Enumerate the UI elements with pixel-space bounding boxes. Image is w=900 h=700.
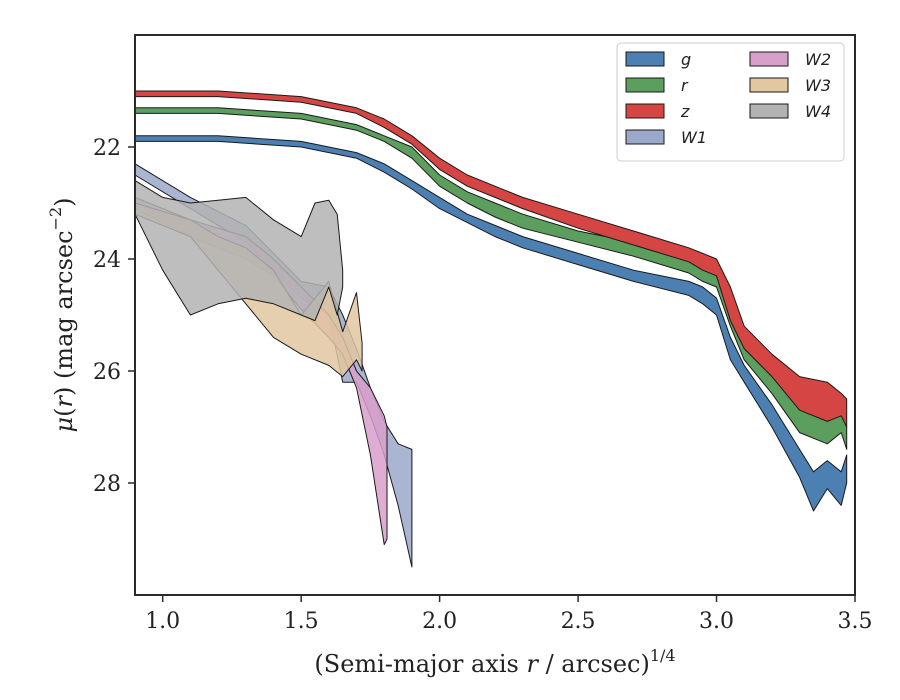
y-axis-title-paren-open: ( bbox=[50, 408, 78, 417]
y-tick-label: 24 bbox=[93, 248, 121, 273]
x-tick-label: 2.0 bbox=[422, 609, 457, 634]
y-axis-title: μ(r) (mag arcsec−2) bbox=[46, 197, 78, 432]
series-band-z bbox=[134, 90, 848, 428]
x-axis-title-unit: / arcsec) bbox=[538, 650, 650, 678]
legend: grz W1 W2 W3 W4 bbox=[616, 42, 845, 162]
legend-swatch-w3 bbox=[749, 77, 789, 93]
legend-label-g: g bbox=[681, 50, 691, 69]
plot-frame bbox=[134, 34, 856, 596]
legend-label-w2: W2 bbox=[805, 50, 831, 69]
x-tick-label: 2.5 bbox=[561, 609, 596, 634]
x-axis-ticks: 1.0 1.5 2.0 2.5 3.0 3.5 bbox=[145, 595, 873, 634]
y-tick-label: 28 bbox=[93, 472, 121, 497]
legend-swatch-w4 bbox=[749, 103, 789, 119]
y-axis-title-mu: μ bbox=[50, 417, 78, 433]
legend-box bbox=[616, 42, 845, 162]
legend-swatch-z bbox=[625, 103, 665, 119]
legend-label-z: z bbox=[680, 102, 690, 121]
x-tick-label: 1.5 bbox=[284, 609, 319, 634]
legend-swatch-w1 bbox=[625, 129, 665, 145]
x-tick-label: 3.0 bbox=[699, 609, 734, 634]
x-axis-title: (Semi-major axis r / arcsec)1/4 bbox=[314, 646, 675, 678]
legend-label-w3: W3 bbox=[805, 76, 831, 95]
series-layer bbox=[134, 90, 848, 568]
y-axis-title-var: r bbox=[50, 395, 78, 408]
y-tick-label: 26 bbox=[93, 360, 121, 385]
legend-label-w1: W1 bbox=[681, 128, 707, 147]
y-axis-title-unit: ) (mag arcsec bbox=[50, 230, 78, 396]
x-axis-title-var: r bbox=[526, 650, 539, 678]
x-axis-title-prefix: (Semi-major axis bbox=[314, 650, 526, 678]
series-band-r bbox=[134, 107, 848, 450]
y-tick-label: 22 bbox=[93, 136, 121, 161]
series-band-w4 bbox=[134, 180, 344, 322]
x-tick-label: 1.0 bbox=[145, 609, 180, 634]
series-band-g bbox=[134, 135, 848, 512]
y-axis-title-paren-close: ) bbox=[50, 197, 78, 206]
y-axis-ticks: 22 24 26 28 bbox=[93, 136, 135, 497]
legend-swatch-r bbox=[625, 77, 665, 93]
legend-label-w4: W4 bbox=[805, 102, 831, 121]
x-axis-title-exponent: 1/4 bbox=[650, 646, 676, 665]
legend-label-r: r bbox=[681, 76, 689, 95]
y-axis-title-exponent: −2 bbox=[46, 207, 65, 231]
legend-swatch-w2 bbox=[749, 51, 789, 67]
x-tick-label: 3.5 bbox=[838, 609, 873, 634]
legend-swatch-g bbox=[625, 51, 665, 67]
